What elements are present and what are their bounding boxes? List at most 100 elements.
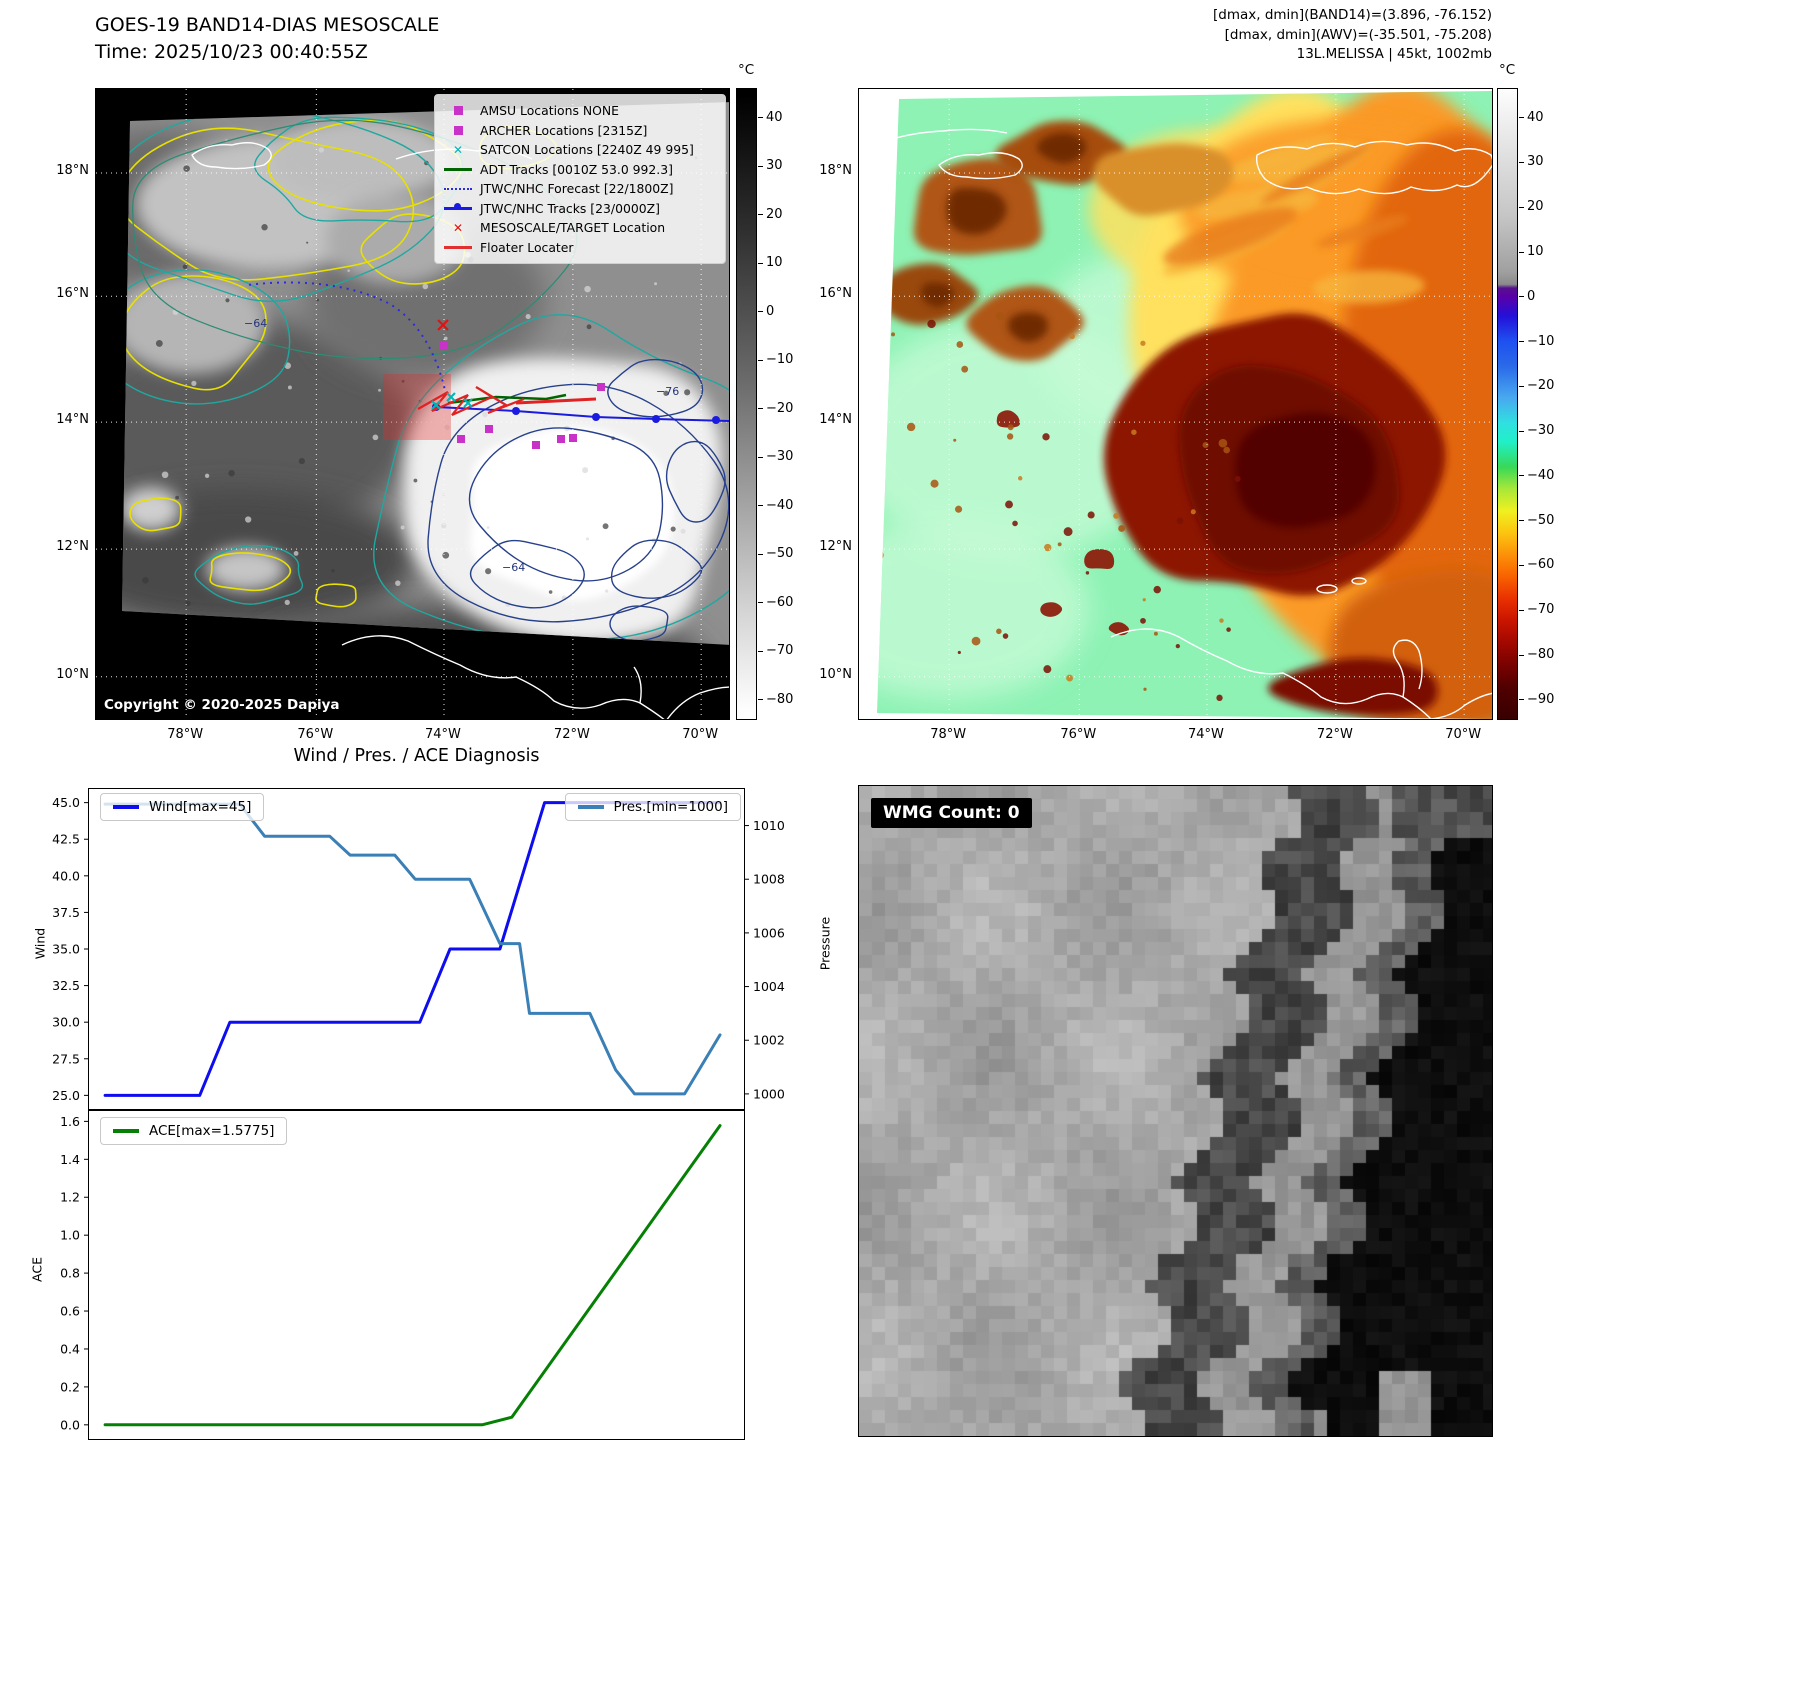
colorbar-tick-mark — [1519, 475, 1524, 477]
x-marker: ✕ — [452, 142, 464, 157]
svg-text:1.2: 1.2 — [60, 1190, 80, 1205]
lat-tick-label: 18°N — [56, 163, 89, 179]
lon-tick-label: 74°W — [1188, 727, 1224, 742]
awv-map-graphic — [859, 89, 1492, 719]
svg-text:1.6: 1.6 — [60, 1114, 80, 1129]
colorbar-tick-label: 10 — [1527, 244, 1544, 260]
map-legend-item: Floater Locater — [443, 238, 717, 258]
map-legend: AMSU Locations NONE ARCHER Locations [231… — [434, 94, 726, 264]
dotted-line-glyph — [444, 187, 472, 190]
pressure-legend: Pres.[min=1000] — [564, 793, 741, 821]
lat-tick-label: 10°N — [56, 666, 89, 682]
line-marker — [443, 167, 473, 171]
wind-legend: Wind[max=45] — [100, 793, 265, 821]
lon-tick-label: 70°W — [1445, 727, 1482, 742]
colorbar-tick-mark — [758, 311, 763, 313]
lon-tick-label: 72°W — [1316, 727, 1353, 742]
svg-text:32.5: 32.5 — [52, 978, 80, 993]
colorbar-tick-mark — [758, 117, 763, 119]
map-legend-label: AMSU Locations NONE — [480, 103, 619, 119]
colorbar-tick-mark — [1519, 564, 1524, 566]
svg-text:1000: 1000 — [753, 1086, 785, 1101]
map-legend-item: ARCHER Locations [2315Z] — [443, 121, 717, 141]
colorbar-tick-mark — [758, 602, 763, 604]
square-marker — [443, 125, 473, 135]
svg-text:1004: 1004 — [753, 979, 785, 994]
colorbar-tick-label: −50 — [766, 546, 794, 562]
svg-text:0.0: 0.0 — [60, 1417, 80, 1432]
legend-label: Wind[max=45] — [149, 799, 252, 815]
goes-colorbar-gradient — [737, 89, 756, 719]
svg-text:0.8: 0.8 — [60, 1266, 80, 1281]
legend-row: Pres.[min=1000] — [577, 799, 728, 815]
awv-satellite-map — [858, 88, 1493, 720]
wind-pressure-chart: 45.0 42.5 40.0 37.5 35.0 32.5 30.0 27.5 25.0 1010… — [52, 788, 785, 1110]
diagnosis-title: Wind / Pres. / ACE Diagnosis — [293, 746, 540, 766]
map-legend-item: ADT Tracks [0010Z 53.0 992.3] — [443, 160, 717, 180]
awv-header-awv-stats: [dmax, dmin](AWV)=(-35.501, -75.208) — [1224, 26, 1492, 43]
map-legend-label: SATCON Locations [2240Z 49 995] — [480, 142, 694, 158]
colorbar-tick-label: −40 — [1527, 467, 1555, 483]
colorbar-tick-label: −10 — [1527, 333, 1555, 349]
linedot-marker — [443, 203, 473, 211]
awv-header-band14-stats: [dmax, dmin](BAND14)=(3.896, -76.152) — [1212, 7, 1492, 23]
map-legend-item: AMSU Locations NONE — [443, 101, 717, 121]
colorbar-tick-mark — [1519, 296, 1524, 298]
map-legend-item: ✕ SATCON Locations [2240Z 49 995] — [443, 140, 717, 160]
svg-text:1006: 1006 — [753, 925, 785, 940]
legend-swatch — [113, 1129, 139, 1133]
map-legend-item: ✕ MESOSCALE/TARGET Location — [443, 218, 717, 238]
colorbar-tick-label: −20 — [766, 400, 794, 416]
lat-tick-label: 14°N — [819, 412, 852, 428]
ace-chart: 1.6 1.4 1.2 1.0 0.8 0.6 0.4 0.2 0.0 — [60, 1110, 745, 1440]
colorbar-tick-label: 30 — [1527, 154, 1544, 170]
colorbar-tick-label: −60 — [1527, 557, 1555, 573]
colorbar-tick-mark — [1519, 699, 1524, 701]
square-glyph — [453, 106, 463, 116]
map-legend-label: Floater Locater — [480, 239, 574, 255]
colorbar-tick-mark — [758, 165, 763, 167]
svg-text:1.0: 1.0 — [60, 1228, 80, 1243]
colorbar-tick-label: −80 — [1527, 647, 1555, 662]
colorbar-tick-mark — [758, 650, 763, 652]
colorbar-tick-label: −50 — [1527, 512, 1555, 528]
goes-title: GOES-19 BAND14-DIAS MESOSCALE — [95, 14, 440, 36]
colorbar-tick-label: −70 — [1527, 602, 1555, 618]
svg-text:1002: 1002 — [753, 1033, 785, 1048]
colorbar-tick-mark — [1519, 251, 1524, 253]
colorbar-tick-mark — [1519, 520, 1524, 522]
colorbar-tick-label: −30 — [1527, 423, 1555, 439]
colorbar-tick-label: 20 — [766, 206, 783, 222]
awv-header-block: [dmax, dmin](BAND14)=(3.896, -76.152) [d… — [900, 6, 1492, 65]
lat-tick-label: 18°N — [819, 163, 852, 179]
goes-colorbar — [736, 88, 757, 720]
lon-tick-label: 74°W — [425, 727, 461, 742]
map-legend-item: JTWC/NHC Tracks [23/0000Z] — [443, 199, 717, 219]
legend-row: ACE[max=1.5775] — [113, 1123, 274, 1139]
svg-text:1.4: 1.4 — [60, 1152, 80, 1167]
svg-text:0.2: 0.2 — [60, 1379, 80, 1394]
colorbar-tick-label: −20 — [1527, 378, 1555, 394]
map-legend-label: JTWC/NHC Tracks [23/0000Z] — [480, 200, 660, 216]
lat-tick-label: 12°N — [819, 539, 852, 555]
ace-legend: ACE[max=1.5775] — [100, 1117, 288, 1145]
legend-swatch — [113, 805, 139, 809]
colorbar-tick-mark — [758, 408, 763, 410]
pressure-axis-label: Pressure — [817, 916, 833, 971]
colorbar-tick-mark — [1519, 654, 1524, 656]
svg-text:25.0: 25.0 — [52, 1088, 80, 1103]
colorbar-tick-mark — [1519, 206, 1524, 208]
lon-tick-label: 76°W — [1060, 727, 1097, 742]
map-legend-label: ARCHER Locations [2315Z] — [480, 122, 648, 138]
awv-colorbar — [1497, 88, 1518, 720]
svg-text:−76: −76 — [656, 385, 679, 398]
colorbar-tick-mark — [758, 456, 763, 458]
svg-text:35.0: 35.0 — [52, 942, 80, 957]
map-legend-label: JTWC/NHC Forecast [22/1800Z] — [480, 181, 674, 197]
dot-glyph — [454, 203, 461, 211]
ace-axis-label: ACE — [29, 1257, 45, 1282]
colorbar-tick-mark — [758, 699, 763, 701]
wind-axis-label: Wind — [32, 927, 48, 960]
colorbar-tick-mark — [758, 214, 763, 216]
